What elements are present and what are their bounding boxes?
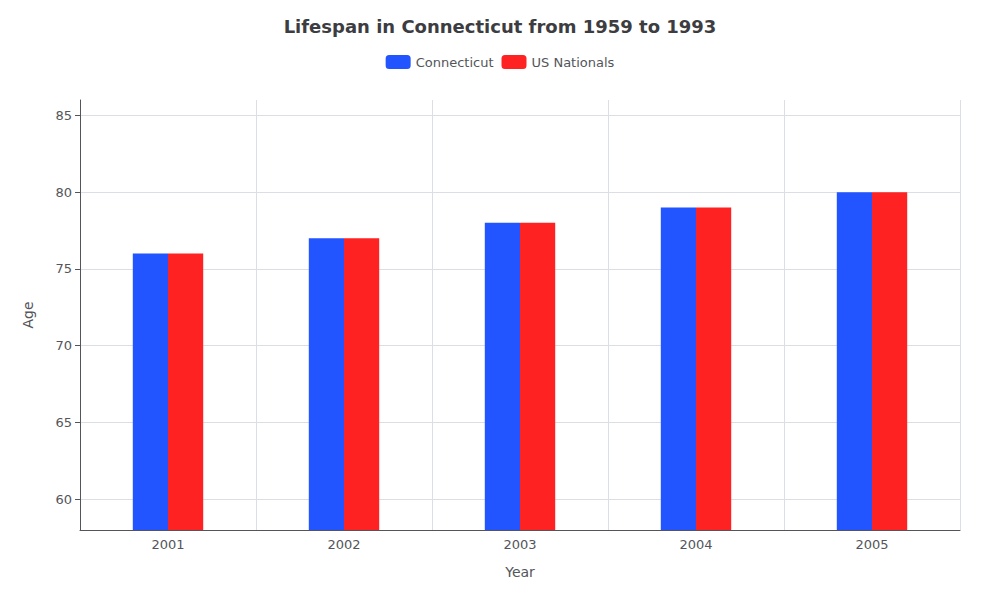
svg-text:Lifespan in Connecticut from 1: Lifespan in Connecticut from 1959 to 199… bbox=[284, 16, 717, 37]
svg-text:2003: 2003 bbox=[503, 537, 536, 552]
svg-text:80: 80 bbox=[55, 185, 72, 200]
svg-text:2002: 2002 bbox=[327, 537, 360, 552]
svg-text:60: 60 bbox=[55, 492, 72, 507]
svg-text:Age: Age bbox=[20, 301, 36, 328]
svg-text:US Nationals: US Nationals bbox=[532, 55, 615, 70]
svg-text:85: 85 bbox=[55, 108, 72, 123]
svg-text:2001: 2001 bbox=[151, 537, 184, 552]
svg-text:75: 75 bbox=[55, 261, 72, 276]
svg-text:Year: Year bbox=[504, 564, 535, 580]
svg-text:70: 70 bbox=[55, 338, 72, 353]
svg-text:2004: 2004 bbox=[679, 537, 712, 552]
svg-text:2005: 2005 bbox=[855, 537, 888, 552]
svg-text:Connecticut: Connecticut bbox=[416, 55, 494, 70]
svg-text:65: 65 bbox=[55, 415, 72, 430]
